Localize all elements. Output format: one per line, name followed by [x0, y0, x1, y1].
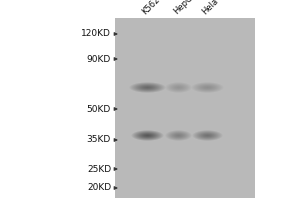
- Text: Hela: Hela: [201, 0, 220, 16]
- Text: 20KD: 20KD: [87, 184, 111, 192]
- Text: 120KD: 120KD: [81, 29, 111, 38]
- Text: HepG2: HepG2: [172, 0, 198, 16]
- Text: 90KD: 90KD: [87, 54, 111, 64]
- Text: K562: K562: [141, 0, 162, 16]
- Text: 35KD: 35KD: [87, 136, 111, 144]
- Text: 50KD: 50KD: [87, 104, 111, 114]
- Text: 25KD: 25KD: [87, 164, 111, 173]
